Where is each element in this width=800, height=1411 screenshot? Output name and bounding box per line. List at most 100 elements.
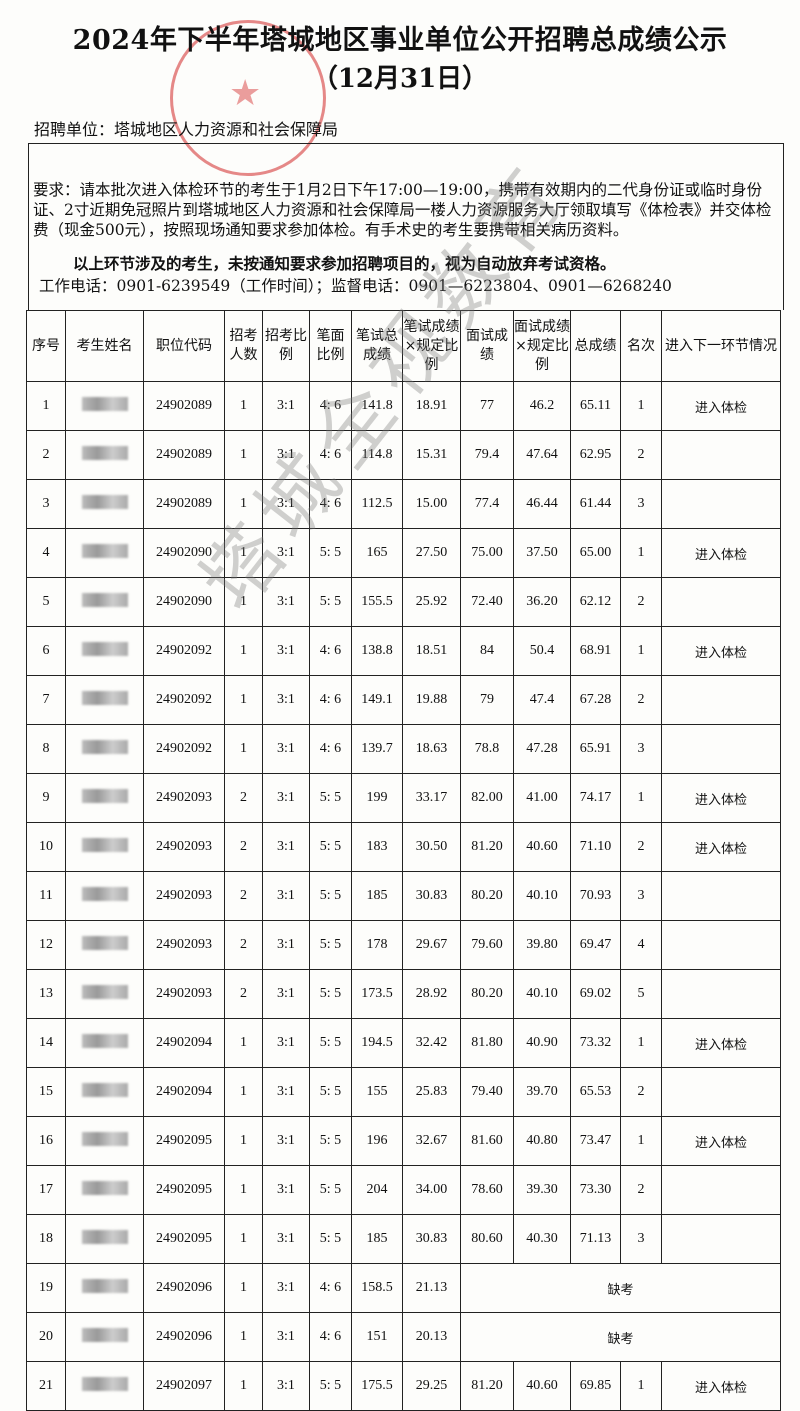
redacted-name-block — [81, 886, 128, 901]
cell-hire-count: 1 — [224, 1165, 263, 1215]
table-row: 5 24902090 1 3:1 5: 5 155.5 25.92 72.40 36.20 62.… — [26, 577, 781, 627]
cell-position-code: 24902089 — [143, 381, 225, 431]
cell-exam-ratio: 4: 6 — [309, 675, 352, 725]
cell-written-total: 165 — [351, 528, 403, 578]
cell-name-redacted — [65, 724, 144, 774]
cell-rank: 2 — [620, 822, 662, 872]
cell-rank: 1 — [620, 773, 662, 823]
cell-rank: 3 — [620, 1214, 662, 1264]
cell-total-score: 69.47 — [570, 920, 621, 970]
cell-written-total: 173.5 — [351, 969, 403, 1019]
cell-position-code: 24902095 — [143, 1165, 225, 1215]
cell-written-total: 175.5 — [351, 1361, 403, 1411]
cell-next-stage — [661, 871, 781, 921]
page-subtitle: （12月31日） — [311, 64, 489, 94]
cell-interview-weighted: 36.20 — [513, 577, 571, 627]
table-row: 2 24902089 1 3:1 4: 6 114.8 15.31 79.4 47.64 62.9… — [26, 430, 781, 480]
cell-written-total: 178 — [351, 920, 403, 970]
cell-name-redacted — [65, 1361, 144, 1411]
header-exam-ratio: 笔面比例 — [309, 310, 352, 382]
cell-next-stage: 进入体检 — [661, 1018, 781, 1068]
cell-written-weighted: 21.13 — [402, 1263, 461, 1313]
cell-next-stage — [661, 479, 781, 529]
cell-exam-ratio: 5: 5 — [309, 1116, 352, 1166]
cell-hire-ratio: 3:1 — [262, 430, 310, 480]
cell-interview-weighted: 39.30 — [513, 1165, 571, 1215]
cell-total-score: 65.00 — [570, 528, 621, 578]
cell-seq: 2 — [26, 430, 66, 480]
cell-absent: 缺考 — [460, 1312, 781, 1362]
redacted-name-block — [81, 984, 128, 999]
header-position-code: 职位代码 — [143, 310, 225, 382]
header-interview-score: 面试成绩 — [460, 310, 514, 382]
cell-hire-count: 1 — [224, 1312, 263, 1362]
cell-next-stage: 进入体检 — [661, 626, 781, 676]
cell-written-weighted: 34.00 — [402, 1165, 461, 1215]
cell-exam-ratio: 5: 5 — [309, 1361, 352, 1411]
cell-written-weighted: 18.63 — [402, 724, 461, 774]
cell-interview-score: 80.20 — [460, 871, 514, 921]
cell-exam-ratio: 5: 5 — [309, 822, 352, 872]
cell-written-weighted: 32.42 — [402, 1018, 461, 1068]
redacted-name-block — [81, 445, 128, 460]
cell-position-code: 24902093 — [143, 871, 225, 921]
cell-exam-ratio: 4: 6 — [309, 1312, 352, 1362]
cell-rank: 1 — [620, 528, 662, 578]
cell-written-weighted: 15.31 — [402, 430, 461, 480]
cell-seq: 16 — [26, 1116, 66, 1166]
cell-written-weighted: 32.67 — [402, 1116, 461, 1166]
cell-written-weighted: 19.88 — [402, 675, 461, 725]
table-row: 21 24902097 1 3:1 5: 5 175.5 29.25 81.20 40.60 69… — [26, 1361, 781, 1411]
cell-exam-ratio: 4: 6 — [309, 430, 352, 480]
cell-interview-score: 81.80 — [460, 1018, 514, 1068]
cell-exam-ratio: 4: 6 — [309, 724, 352, 774]
table-row: 9 24902093 2 3:1 5: 5 199 33.17 82.00 41.00 74.17… — [26, 773, 781, 823]
cell-interview-weighted: 47.4 — [513, 675, 571, 725]
header-hire-count: 招考人数 — [224, 310, 263, 382]
cell-written-total: 112.5 — [351, 479, 403, 529]
cell-interview-weighted: 40.30 — [513, 1214, 571, 1264]
header-seq: 序号 — [26, 310, 66, 382]
table-row: 20 24902096 1 3:1 4: 6 151 20.13 缺考 — [26, 1312, 781, 1362]
cell-interview-weighted: 40.80 — [513, 1116, 571, 1166]
cell-interview-weighted: 40.60 — [513, 822, 571, 872]
cell-rank: 5 — [620, 969, 662, 1019]
cell-total-score: 67.28 — [570, 675, 621, 725]
cell-position-code: 24902096 — [143, 1312, 225, 1362]
cell-seq: 10 — [26, 822, 66, 872]
cell-position-code: 24902090 — [143, 528, 225, 578]
cell-name-redacted — [65, 1214, 144, 1264]
table-row: 18 24902095 1 3:1 5: 5 185 30.83 80.60 40.30 71.1… — [26, 1214, 781, 1264]
cell-rank: 2 — [620, 1165, 662, 1215]
cell-hire-ratio: 3:1 — [262, 920, 310, 970]
cell-written-weighted: 30.50 — [402, 822, 461, 872]
cell-name-redacted — [65, 1263, 144, 1313]
cell-name-redacted — [65, 675, 144, 725]
cell-name-redacted — [65, 381, 144, 431]
cell-rank: 3 — [620, 479, 662, 529]
cell-written-weighted: 33.17 — [402, 773, 461, 823]
cell-next-stage — [661, 577, 781, 627]
cell-exam-ratio: 5: 5 — [309, 920, 352, 970]
cell-written-weighted: 29.67 — [402, 920, 461, 970]
cell-name-redacted — [65, 871, 144, 921]
cell-total-score: 73.47 — [570, 1116, 621, 1166]
cell-written-weighted: 20.13 — [402, 1312, 461, 1362]
cell-written-weighted: 30.83 — [402, 871, 461, 921]
cell-interview-score: 80.20 — [460, 969, 514, 1019]
cell-rank: 1 — [620, 381, 662, 431]
redacted-name-block — [81, 739, 128, 754]
cell-interview-score: 81.20 — [460, 822, 514, 872]
cell-seq: 17 — [26, 1165, 66, 1215]
cell-hire-ratio: 3:1 — [262, 724, 310, 774]
cell-hire-ratio: 3:1 — [262, 1116, 310, 1166]
redacted-name-block — [81, 788, 128, 803]
cell-hire-ratio: 3:1 — [262, 969, 310, 1019]
header-written-weighted: 笔试成绩×规定比例 — [402, 310, 461, 382]
cell-position-code: 24902095 — [143, 1116, 225, 1166]
cell-name-redacted — [65, 577, 144, 627]
cell-rank: 3 — [620, 724, 662, 774]
redacted-name-block — [81, 494, 128, 509]
cell-rank: 1 — [620, 1116, 662, 1166]
redacted-name-block — [81, 1327, 128, 1342]
